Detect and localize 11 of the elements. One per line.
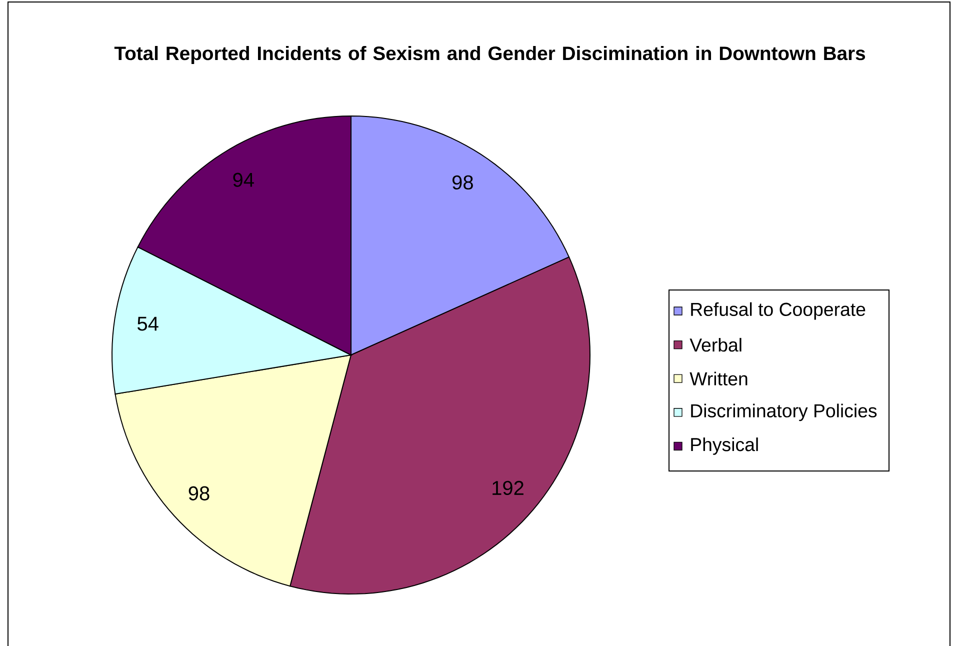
legend-label: Written — [690, 372, 748, 386]
data-label: 98 — [188, 486, 210, 500]
data-label: 54 — [138, 316, 158, 331]
legend-label: Verbal — [690, 338, 742, 352]
data-label: 94 — [233, 172, 254, 187]
data-label: 192 — [492, 480, 524, 496]
legend-label: Physical — [691, 437, 758, 455]
chart-title: Total Reported Incidents of Sexism and Gender Discimination in Downtown Bars — [114, 46, 866, 64]
data-label: 98 — [452, 175, 473, 190]
legend-label: Discriminatory Policies — [691, 404, 877, 422]
legend-label: Refusal to Cooperate — [691, 302, 866, 320]
